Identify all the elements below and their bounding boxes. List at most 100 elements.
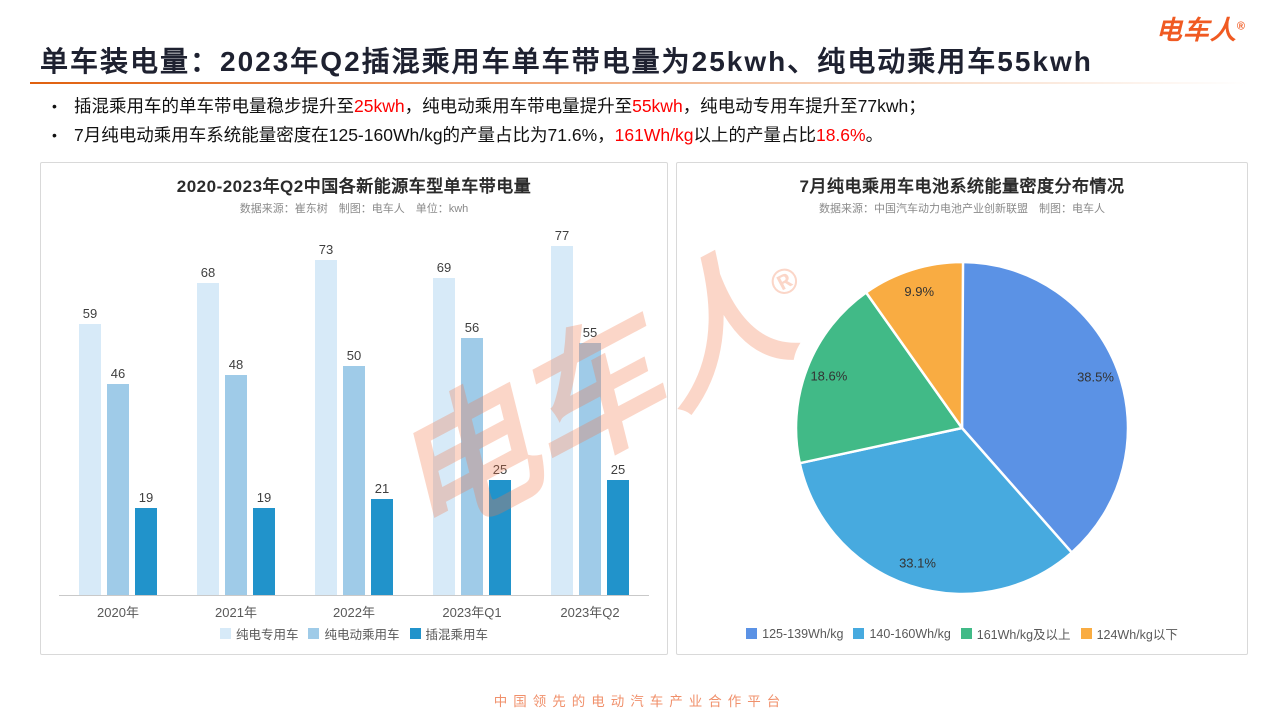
pie-svg: 38.5% 33.1% 18.6% 9.9%	[794, 260, 1130, 596]
bar-value-label: 25	[492, 462, 508, 478]
pie-slice-label: 9.9%	[904, 284, 934, 299]
legend-swatch	[308, 628, 320, 639]
legend-item: 纯电动乘用车	[308, 624, 400, 643]
bar-column: 73	[315, 228, 337, 595]
legend-label: 125-139Wh/kg	[762, 626, 844, 641]
x-axis-tick-label: 2020年	[97, 605, 139, 620]
bullet-highlight-text: 18.6%	[815, 125, 866, 145]
bar	[225, 374, 247, 595]
legend-label: 161Wh/kg及以上	[976, 628, 1071, 642]
bar-column: 56	[461, 228, 483, 595]
bar-group: 73 50 21	[295, 228, 413, 595]
bar-column: 46	[107, 228, 129, 595]
bullet-text: 7月纯电动乘用车系统能量密度在125-160Wh/kg的产量占比为71.6%，	[74, 125, 615, 145]
bar-group: 69 56 25	[413, 228, 531, 595]
bar	[607, 480, 629, 595]
pie-slice-label: 33.1%	[899, 556, 936, 571]
registered-mark: ®	[1236, 20, 1246, 33]
bar	[489, 480, 511, 595]
bullet-text: ，纯电动专用车提升至77kwh；	[682, 96, 926, 116]
bar-column: 77	[551, 228, 573, 595]
bar	[135, 507, 157, 595]
pie-chart-title: 7月纯电乘用车电池系统能量密度分布情况	[799, 177, 1125, 196]
bullet-list: 插混乘用车的单车带电量稳步提升至25kwh，纯电动乘用车带电量提升至55kwh，…	[48, 92, 1238, 150]
legend-swatch	[746, 628, 758, 639]
bar	[197, 283, 219, 595]
bar-value-label: 69	[436, 260, 452, 276]
pie-chart-legend: 125-139Wh/kg 140-160Wh/kg 161Wh/kg及以上 124Wh…	[677, 624, 1247, 643]
page-title: 单车装电量：2023年Q2插混乘用车单车带电量为25kwh、纯电动乘用车55kw…	[40, 46, 1093, 77]
legend-swatch	[853, 628, 865, 639]
bullet-text: 。	[865, 125, 884, 145]
bar	[371, 498, 393, 595]
bar-value-label: 19	[138, 489, 154, 505]
bullet-item: 7月纯电动乘用车系统能量密度在125-160Wh/kg的产量占比为71.6%，1…	[48, 121, 1238, 150]
legend-item: 纯电专用车	[219, 624, 299, 643]
bar-column: 25	[607, 228, 629, 595]
bar-value-label: 48	[228, 356, 244, 372]
legend-item: 125-139Wh/kg	[746, 624, 843, 643]
bar-group: 68 48 19	[177, 228, 295, 595]
bar-value-label: 55	[582, 324, 598, 340]
bar-chart-legend: 纯电专用车 纯电动乘用车 插混乘用车	[41, 624, 667, 643]
bar-value-label: 25	[610, 462, 626, 478]
bar-group: 59 46 19	[59, 228, 177, 595]
pie-slice-label: 38.5%	[1077, 370, 1114, 385]
bar-column: 48	[225, 228, 247, 595]
bar-value-label: 77	[554, 228, 570, 243]
bar	[343, 365, 365, 595]
bar	[107, 383, 129, 595]
bar	[253, 507, 275, 595]
pie-slice	[798, 426, 1074, 596]
pie-slice	[960, 260, 1130, 554]
bar-chart-subtitle: 数据来源：崔东树 制图：电车人 单位：kwh	[239, 203, 469, 215]
x-axis-tick-label: 2023年Q2	[560, 605, 620, 620]
bar-column: 19	[253, 228, 275, 595]
bar-value-label: 19	[256, 489, 272, 505]
bar-value-label: 56	[464, 320, 480, 336]
bar-column: 68	[197, 228, 219, 595]
x-axis-tick-label: 2023年Q1	[442, 605, 502, 620]
bar-x-axis-labels: 2020年 2021年 2022年 2023年Q1 2023年Q2	[59, 602, 649, 621]
bullet-highlight-text: 25kwh	[354, 96, 405, 116]
bar-value-label: 46	[110, 365, 126, 381]
bar-value-label: 73	[318, 242, 334, 258]
legend-item: 140-160Wh/kg	[853, 624, 951, 643]
bar-column: 50	[343, 228, 365, 595]
bar	[433, 278, 455, 595]
legend-label: 140-160Wh/kg	[869, 626, 951, 641]
bullet-text: 插混乘用车的单车带电量稳步提升至	[74, 96, 354, 116]
bar	[551, 246, 573, 595]
bar	[315, 260, 337, 595]
bar-column: 69	[433, 228, 455, 595]
bar-column: 19	[135, 228, 157, 595]
bar-column: 59	[79, 228, 101, 595]
legend-item: 插混乘用车	[409, 624, 489, 643]
bullet-text: ，纯电动乘用车带电量提升至	[404, 96, 633, 116]
bar-column: 25	[489, 228, 511, 595]
bar	[579, 342, 601, 595]
legend-swatch	[409, 628, 421, 639]
legend-label: 124Wh/kg以下	[1096, 628, 1178, 642]
pie-chart-panel: 7月纯电乘用车电池系统能量密度分布情况 数据来源：中国汽车动力电池产业创新联盟 …	[676, 162, 1248, 655]
x-axis-tick-label: 2022年	[333, 605, 375, 620]
bar-plot-area: 59 46 19 68 48 19 73 50 21 69 56 25 77 55 25	[59, 228, 649, 596]
bar-column: 21	[371, 228, 393, 595]
legend-item: 124Wh/kg以下	[1080, 624, 1178, 643]
bullet-highlight-text: 161Wh/kg	[614, 125, 694, 145]
brand-logo: 电车人®	[1156, 10, 1246, 47]
bullet-highlight-text: 55kwh	[632, 96, 683, 116]
bar-value-label: 21	[374, 480, 390, 496]
legend-label: 插混乘用车	[425, 628, 489, 642]
pie-slice	[864, 260, 965, 430]
pie-slice	[794, 291, 964, 465]
bar-value-label: 59	[82, 306, 98, 322]
x-axis-tick-label: 2021年	[215, 605, 257, 620]
brand-logo-text: 电车人	[1155, 15, 1237, 45]
pie-chart-subtitle: 数据来源：中国汽车动力电池产业创新联盟 制图：电车人	[819, 203, 1105, 215]
legend-label: 纯电专用车	[235, 628, 299, 642]
bar-chart-title: 2020-2023年Q2中国各新能源车型单车带电量	[176, 177, 532, 196]
bullet-item: 插混乘用车的单车带电量稳步提升至25kwh，纯电动乘用车带电量提升至55kwh，…	[48, 92, 1238, 121]
bar	[461, 338, 483, 595]
